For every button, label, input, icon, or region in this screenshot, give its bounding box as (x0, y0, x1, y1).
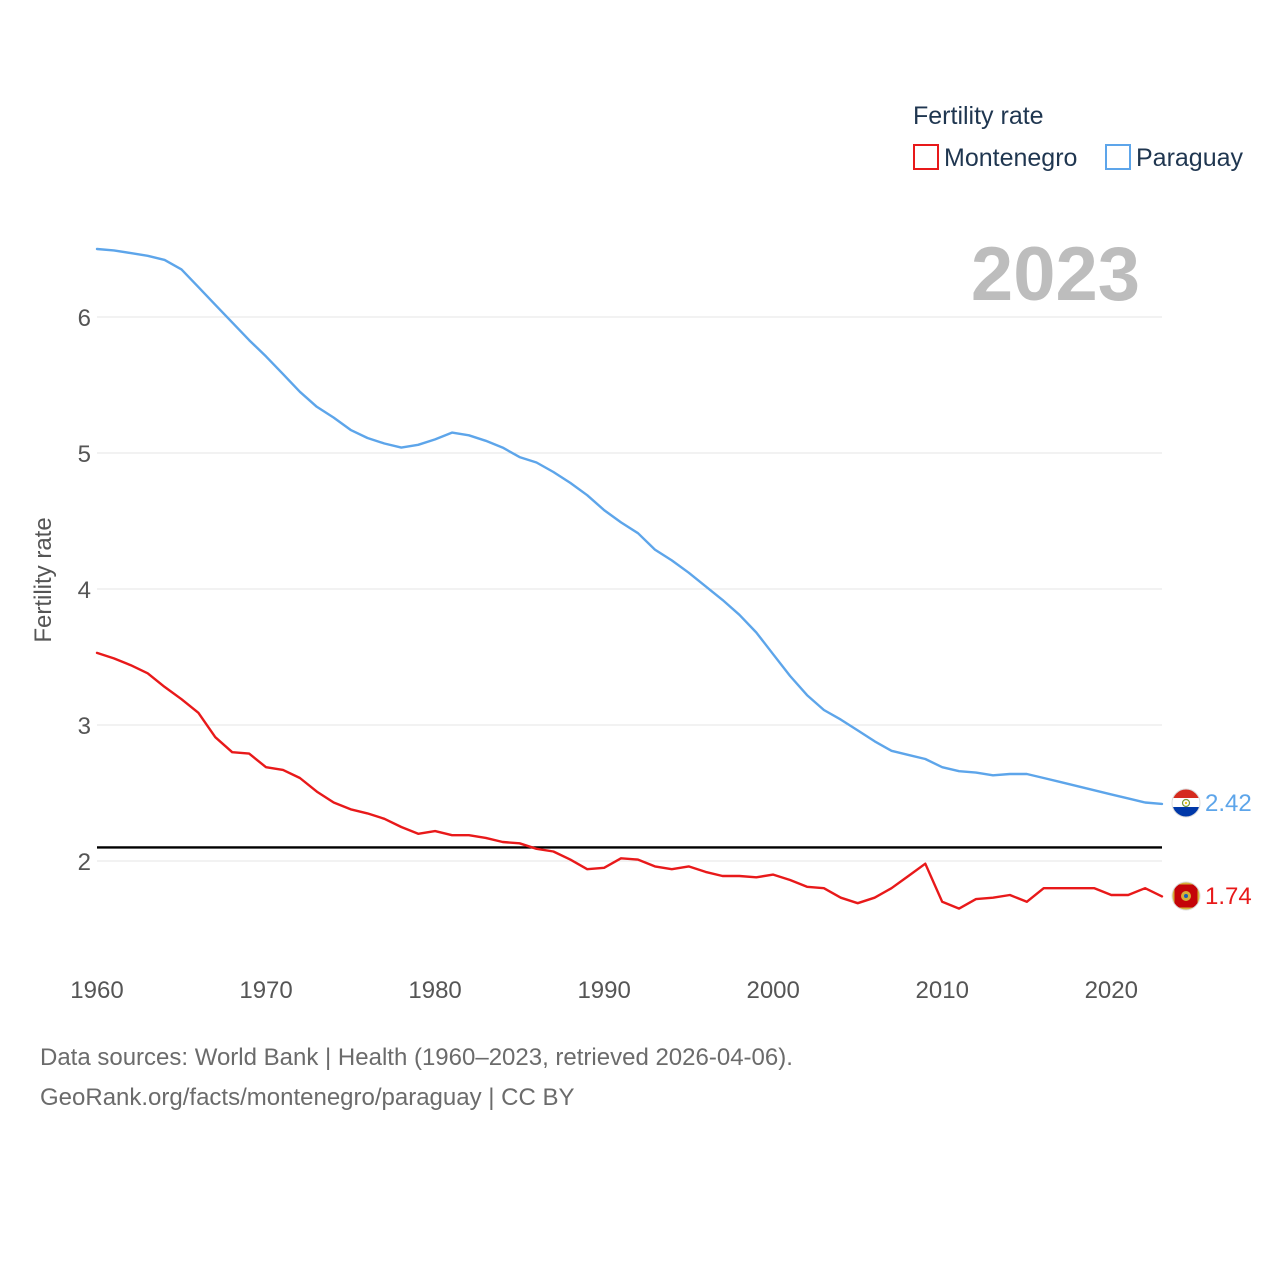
y-tick-label: 3 (78, 713, 91, 740)
end-value-montenegro: 1.74 (1205, 883, 1252, 910)
y-axis-ticks: 2 3 4 5 6 (78, 305, 91, 876)
x-tick-label: 2010 (916, 977, 969, 1004)
series-lines (95, 247, 1164, 910)
legend-title: Fertility rate (913, 102, 1044, 130)
end-value-paraguay: 2.42 (1205, 790, 1252, 817)
x-tick-label: 1960 (70, 977, 123, 1004)
paraguay-flag-icon (1172, 789, 1200, 817)
legend-label-montenegro[interactable]: Montenegro (944, 144, 1077, 172)
montenegro-flag-icon (1172, 882, 1200, 910)
data-sources-text: Data sources: World Bank | Health (1960–… (40, 1044, 793, 1071)
series-line-paraguay[interactable] (95, 247, 1164, 806)
attribution-link[interactable]: GeoRank.org/facts/montenegro/paraguay | … (40, 1084, 575, 1111)
year-label: 2023 (971, 232, 1140, 317)
legend-swatch-montenegro[interactable] (913, 144, 939, 170)
x-tick-label: 1970 (239, 977, 292, 1004)
x-tick-label: 1980 (408, 977, 461, 1004)
legend-swatch-paraguay[interactable] (1105, 144, 1131, 170)
y-tick-label: 2 (78, 849, 91, 876)
legend-label-paraguay[interactable]: Paraguay (1136, 144, 1244, 172)
x-axis-ticks: 1960 1970 1980 1990 2000 2010 2020 (70, 977, 1138, 1004)
y-tick-label: 4 (78, 577, 91, 604)
x-tick-label: 1990 (577, 977, 630, 1004)
x-tick-label: 2020 (1085, 977, 1138, 1004)
y-tick-label: 6 (78, 305, 91, 332)
y-tick-label: 5 (78, 441, 91, 468)
gridlines (97, 316, 1162, 862)
series-line-montenegro[interactable] (95, 651, 1164, 910)
x-tick-label: 2000 (746, 977, 799, 1004)
y-axis-title: Fertility rate (30, 517, 57, 642)
legend: Fertility rate Montenegro Paraguay (913, 102, 1244, 172)
